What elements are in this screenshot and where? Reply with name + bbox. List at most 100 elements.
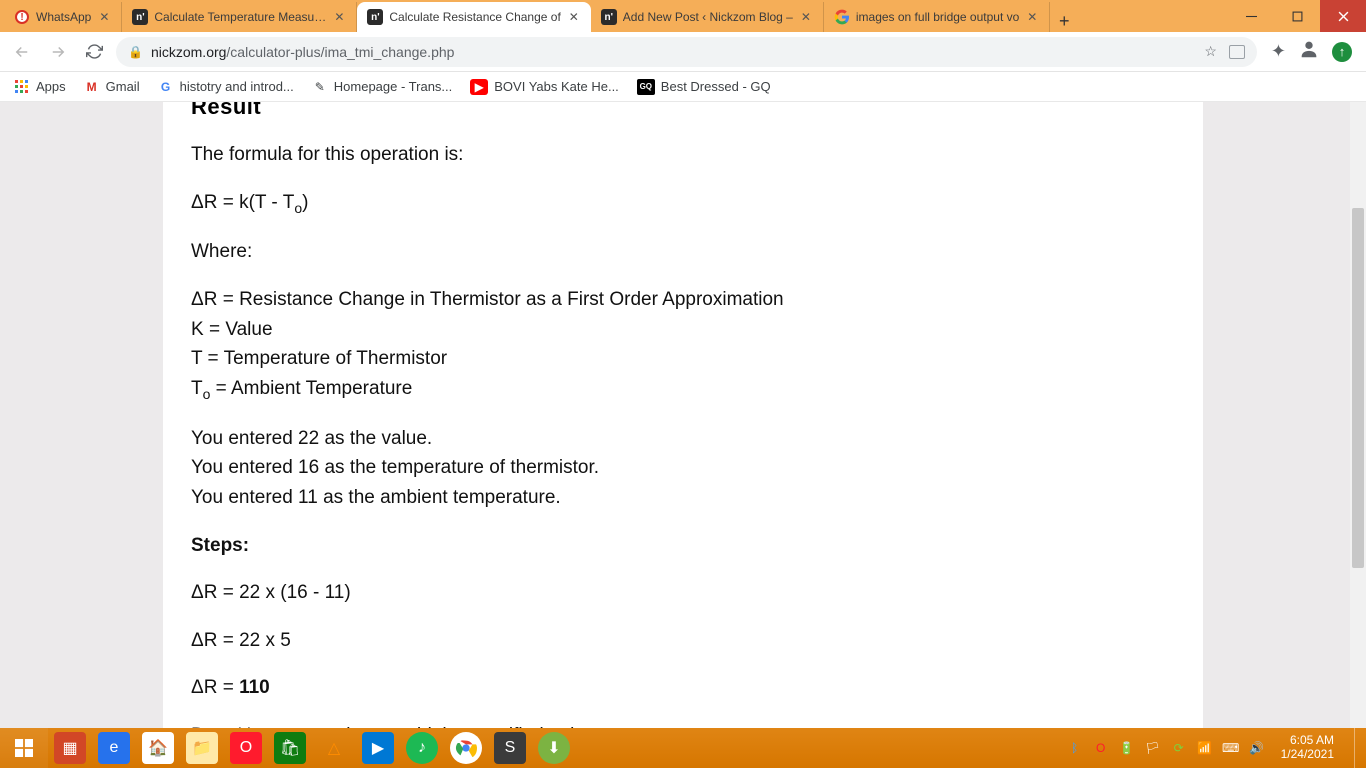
whatsapp-icon: !: [14, 9, 30, 25]
close-icon[interactable]: ✕: [97, 10, 111, 24]
tab-calc-temp[interactable]: n' Calculate Temperature Measurin ✕: [122, 2, 357, 32]
s3-pre: ΔR =: [191, 677, 239, 698]
definition-text: T = Temperature of Thermistor: [191, 346, 1175, 372]
taskbar-app[interactable]: O: [224, 728, 268, 768]
taskbar-app[interactable]: e: [92, 728, 136, 768]
nickzom-icon: n': [367, 9, 383, 25]
step-text: ΔR = 110: [191, 675, 1175, 701]
step-text: ΔR = 22 x (16 - 11): [191, 580, 1175, 606]
tab-title: Calculate Resistance Change of: [389, 10, 560, 24]
tab-google-images[interactable]: images on full bridge output vo ✕: [824, 2, 1050, 32]
minimize-button[interactable]: [1228, 0, 1274, 32]
keyboard-icon[interactable]: ⌨: [1223, 740, 1239, 756]
star-icon[interactable]: ☆: [1204, 43, 1217, 60]
profile-icon[interactable]: [1298, 38, 1320, 65]
browser-toolbar: 🔒 nickzom.org/calculator-plus/ima_tmi_ch…: [0, 32, 1366, 72]
url-host: nickzom.org: [151, 44, 226, 60]
flag-icon[interactable]: 🏳: [1145, 740, 1161, 756]
start-button[interactable]: [0, 728, 48, 768]
taskbar-app[interactable]: △: [312, 728, 356, 768]
apps-icon: [14, 79, 30, 95]
bluetooth-icon[interactable]: ᛒ: [1067, 740, 1083, 756]
tab-whatsapp[interactable]: ! WhatsApp ✕: [4, 2, 122, 32]
forward-button[interactable]: [44, 38, 72, 66]
tab-title: Add New Post ‹ Nickzom Blog –: [623, 10, 793, 24]
steps-label: Steps:: [191, 533, 1175, 559]
close-icon[interactable]: ✕: [799, 10, 813, 24]
taskbar-app[interactable]: ⬇: [532, 728, 576, 768]
close-icon[interactable]: ✕: [1025, 10, 1039, 24]
refresh-tray-icon[interactable]: ⟳: [1171, 740, 1187, 756]
intro-text: The formula for this operation is:: [191, 142, 1175, 168]
site-icon: ✎: [312, 79, 328, 95]
taskbar-app[interactable]: ▶: [356, 728, 400, 768]
close-icon[interactable]: ✕: [567, 10, 581, 24]
tab-title: images on full bridge output vo: [856, 10, 1019, 24]
extensions-icon[interactable]: ✦: [1271, 41, 1286, 62]
s3-val: 110: [239, 677, 270, 698]
definition-text: K = Value: [191, 317, 1175, 343]
scrollbar-thumb[interactable]: [1352, 208, 1364, 568]
page-viewport: Result The formula for this operation is…: [0, 102, 1366, 728]
clock-time: 6:05 AM: [1281, 734, 1334, 748]
tab-calc-resistance[interactable]: n' Calculate Resistance Change of ✕: [357, 2, 590, 32]
taskbar-app[interactable]: 🛍: [268, 728, 312, 768]
tab-add-post[interactable]: n' Add New Post ‹ Nickzom Blog – ✕: [591, 2, 824, 32]
definition-text: To = Ambient Temperature: [191, 376, 1175, 404]
back-button[interactable]: [8, 38, 36, 66]
update-icon[interactable]: ↑: [1332, 42, 1352, 62]
address-bar[interactable]: 🔒 nickzom.org/calculator-plus/ima_tmi_ch…: [116, 37, 1257, 67]
nickzom-icon: n': [601, 9, 617, 25]
bookmark-gmail[interactable]: M Gmail: [84, 79, 140, 95]
volume-icon[interactable]: 🔊: [1249, 740, 1265, 756]
gq-icon: GQ: [637, 79, 655, 95]
wifi-icon[interactable]: 📶: [1197, 740, 1213, 756]
reader-icon[interactable]: [1229, 45, 1245, 59]
where-label: Where:: [191, 239, 1175, 265]
taskbar-app[interactable]: ▦: [48, 728, 92, 768]
nickzom-icon: n': [132, 9, 148, 25]
apps-button[interactable]: Apps: [14, 79, 66, 95]
bookmark-label: histotry and introd...: [180, 79, 294, 94]
formula-pre: ΔR = k(T - T: [191, 192, 294, 213]
taskbar-clock[interactable]: 6:05 AM 1/24/2021: [1275, 734, 1340, 762]
bookmark-youtube[interactable]: ▶ BOVI Yabs Kate He...: [470, 79, 619, 95]
taskbar-app[interactable]: S: [488, 728, 532, 768]
youtube-icon: ▶: [470, 79, 488, 95]
reload-button[interactable]: [80, 38, 108, 66]
bookmark-label: Apps: [36, 79, 66, 94]
clock-date: 1/24/2021: [1281, 748, 1334, 762]
opera-tray-icon[interactable]: O: [1093, 740, 1109, 756]
close-window-button[interactable]: [1320, 0, 1366, 32]
bookmark-homepage[interactable]: ✎ Homepage - Trans...: [312, 79, 453, 95]
google-icon: G: [158, 79, 174, 95]
maximize-button[interactable]: [1274, 0, 1320, 32]
url-path: /calculator-plus/ima_tmi_change.php: [226, 44, 454, 60]
battery-icon[interactable]: 🔋: [1119, 740, 1135, 756]
taskbar-app-chrome[interactable]: [444, 728, 488, 768]
bookmark-history[interactable]: Ghistotry and introd...: [158, 79, 294, 95]
bookmark-label: Homepage - Trans...: [334, 79, 453, 94]
tab-title: Calculate Temperature Measurin: [154, 10, 326, 24]
entered-text: You entered 11 as the ambient temperatur…: [191, 485, 1175, 511]
scrollbar-track[interactable]: [1350, 102, 1366, 728]
bookmark-gq[interactable]: GQBest Dressed - GQ: [637, 79, 771, 95]
taskbar-app[interactable]: ♪: [400, 728, 444, 768]
taskbar-app[interactable]: 📁: [180, 728, 224, 768]
taskbar-app[interactable]: 🏠: [136, 728, 180, 768]
window-controls: [1228, 0, 1366, 32]
gmail-icon: M: [84, 79, 100, 95]
bookmark-label: Gmail: [106, 79, 140, 94]
result-card: Result The formula for this operation is…: [163, 102, 1203, 728]
def4-post: = Ambient Temperature: [210, 378, 412, 399]
formula-text: ΔR = k(T - To): [191, 190, 1175, 218]
new-tab-button[interactable]: +: [1050, 11, 1078, 32]
show-desktop-button[interactable]: [1354, 728, 1360, 768]
close-icon[interactable]: ✕: [332, 10, 346, 24]
taskbar-apps: ▦ e 🏠 📁 O 🛍 △ ▶ ♪ S ⬇: [0, 728, 576, 768]
windows-taskbar: ▦ e 🏠 📁 O 🛍 △ ▶ ♪ S ⬇ ᛒ O 🔋 🏳 ⟳ 📶 ⌨ 🔊 6:…: [0, 728, 1366, 768]
tab-strip: ! WhatsApp ✕ n' Calculate Temperature Me…: [0, 0, 1228, 32]
definition-text: ΔR = Resistance Change in Thermistor as …: [191, 287, 1175, 313]
bookmark-label: BOVI Yabs Kate He...: [494, 79, 619, 94]
def4-pre: T: [191, 378, 203, 399]
